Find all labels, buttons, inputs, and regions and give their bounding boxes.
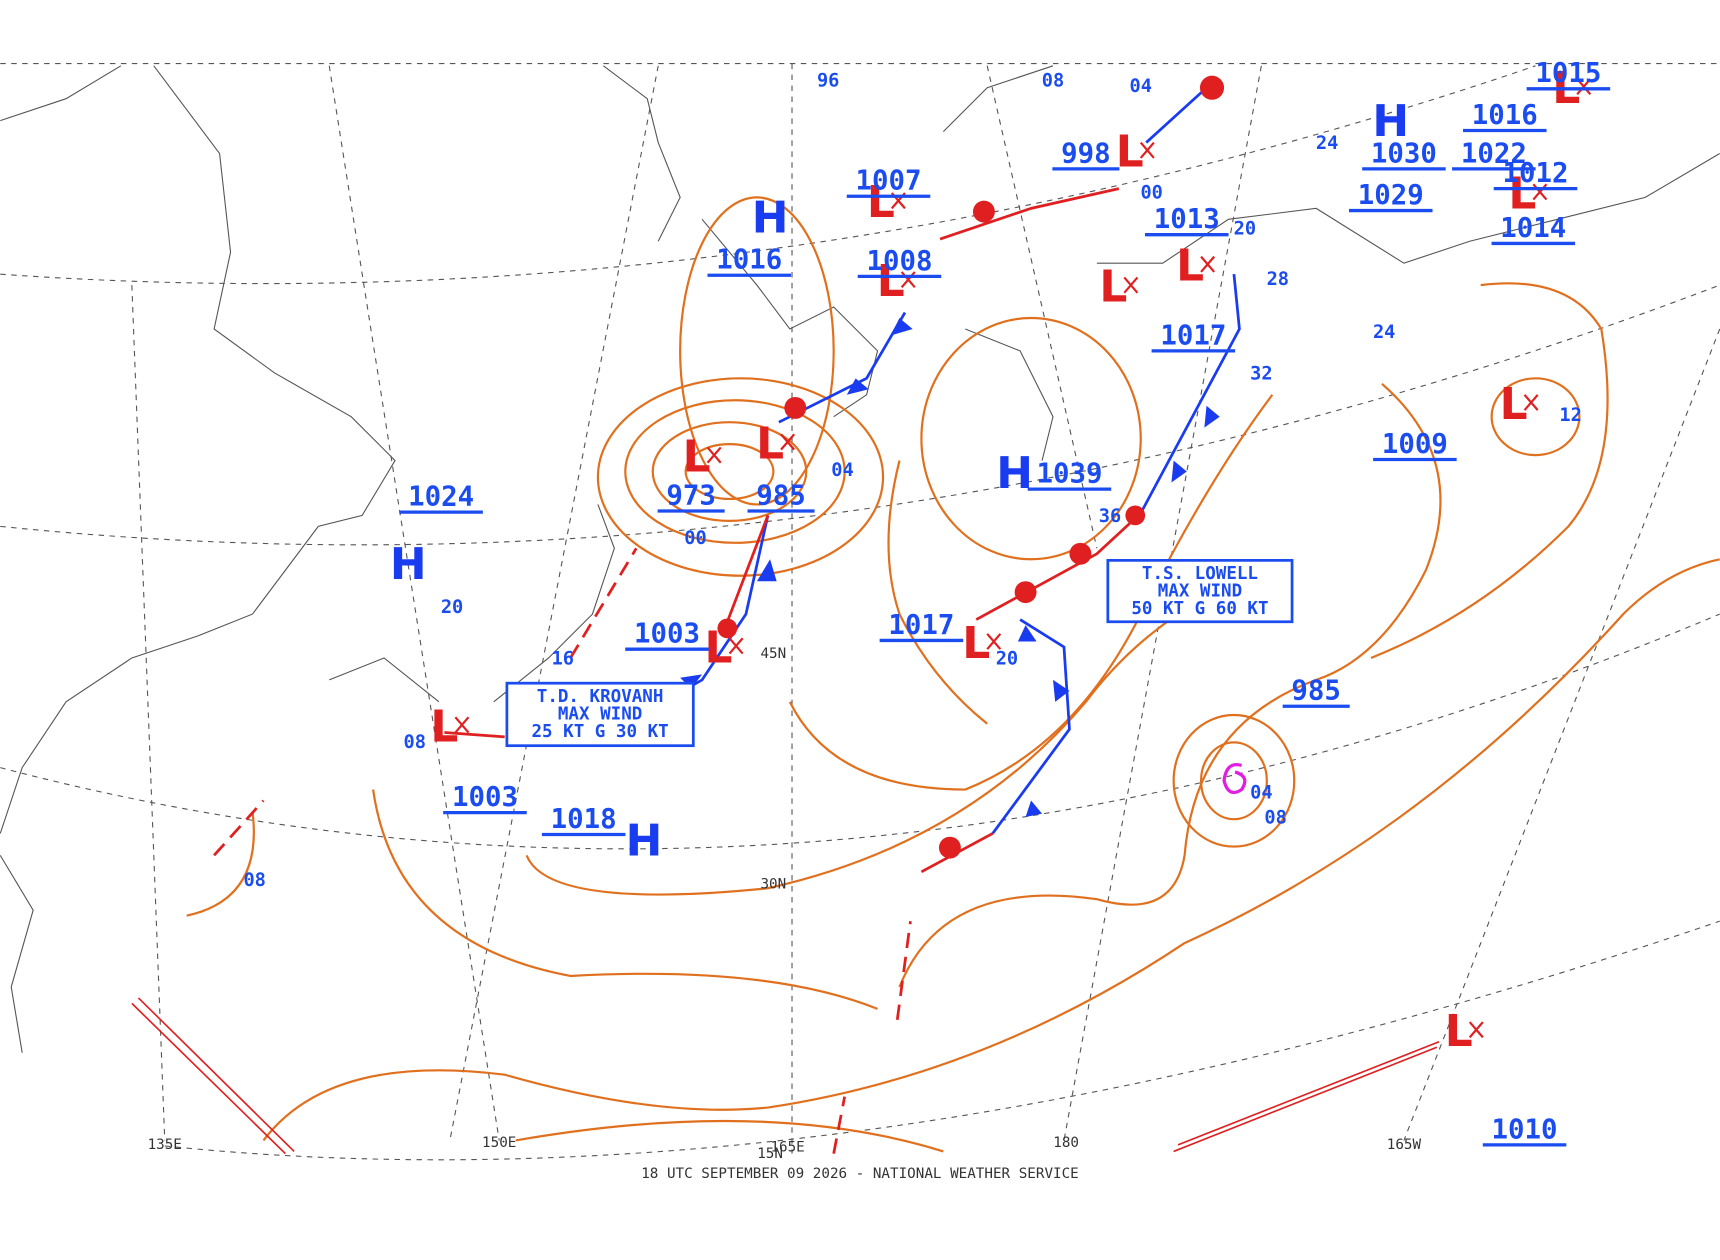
grid-label: 135E: [148, 1137, 182, 1153]
center-symbol: H: [996, 448, 1033, 499]
graticule: [0, 63, 1720, 1161]
center-cross: [1576, 78, 1592, 96]
center-symbol: H: [752, 192, 789, 243]
pressure-label: 1013: [1154, 204, 1220, 235]
pressure-label: 1024: [408, 482, 474, 513]
center-symbol: L: [1500, 379, 1528, 430]
center-symbol: H: [1372, 96, 1409, 147]
center-symbol: L: [756, 418, 784, 469]
isobar-label: 08: [1264, 808, 1286, 829]
center-symbol: L: [683, 432, 711, 483]
center-symbol: L: [705, 622, 733, 673]
isobar-label: 32: [1250, 363, 1272, 384]
isobar-label: 00: [1140, 182, 1162, 203]
center-cross: [780, 433, 796, 451]
center-symbol: H: [626, 815, 663, 866]
isobar-label: 20: [996, 649, 1018, 670]
tropical-symbol: [1222, 763, 1247, 795]
center-symbol: H: [390, 539, 427, 590]
pressure-label: 1008: [866, 246, 932, 277]
center-cross: [1532, 183, 1548, 201]
isobar-label: 00: [684, 528, 706, 549]
pressure-label: 1010: [1492, 1114, 1558, 1145]
center-symbol: L: [1508, 168, 1536, 219]
coastlines: [0, 65, 1720, 1053]
storm-text: T.S. LOWELL: [1142, 564, 1258, 584]
center-cross: [900, 271, 916, 289]
isobar-label: 04: [1130, 76, 1152, 97]
storm-text: 50 KT G 60 KT: [1131, 599, 1268, 619]
center-cross: [1523, 394, 1539, 411]
pressure-label: 973: [666, 480, 716, 511]
isobar-label: 08: [404, 732, 426, 753]
pressure-label: 1016: [1472, 100, 1538, 131]
storm-box: [1106, 558, 1294, 624]
center-symbol: L: [1116, 127, 1144, 178]
center-cross: [1468, 1021, 1484, 1039]
storm-text: MAX WIND: [1158, 582, 1242, 602]
isobar-label: 96: [817, 71, 839, 92]
isobar-label: 04: [1250, 782, 1272, 803]
isobars: [186, 196, 1720, 1153]
pressure-label: 1003: [452, 782, 518, 813]
isobar-label: 20: [441, 597, 463, 618]
center-symbol: L: [867, 177, 895, 228]
pressure-label: 1029: [1358, 180, 1424, 211]
center-cross: [454, 716, 470, 734]
grid-label: 180: [1053, 1135, 1079, 1151]
isobar-label: 08: [243, 870, 265, 891]
center-symbol: L: [1099, 262, 1127, 313]
isobar-label: 12: [1559, 405, 1581, 426]
storm-text: T.D. KROVANH: [537, 687, 664, 707]
pressure-label: 985: [1291, 676, 1341, 707]
isobar-label: 24: [1316, 133, 1338, 154]
grid-label: 15N: [757, 1146, 783, 1162]
footer: 18 UTC SEPTEMBER 09 2026 - NATIONAL WEAT…: [641, 1166, 1079, 1182]
pressure-label: 1039: [1036, 459, 1102, 490]
center-cross: [1123, 276, 1139, 294]
center-cross: [706, 446, 722, 464]
isobar-label: 28: [1267, 269, 1289, 290]
pressure-label: 1017: [1160, 320, 1226, 351]
center-cross: [1200, 255, 1216, 273]
pressure-label: 1007: [856, 166, 922, 197]
center-symbol: L: [877, 256, 905, 307]
pressure-label: 1012: [1503, 158, 1569, 189]
pressure-label: 1003: [634, 619, 700, 650]
center-symbol: L: [430, 701, 458, 752]
isobar-label: 04: [831, 460, 853, 481]
pressure-label: 1015: [1535, 58, 1601, 89]
pressure-label: 1009: [1382, 429, 1448, 460]
pressure-label: 998: [1061, 138, 1111, 169]
center-symbol: L: [1445, 1006, 1473, 1057]
grid-label: 165E: [770, 1139, 804, 1155]
pressure-label: 1022: [1461, 138, 1527, 169]
center-cross: [1139, 141, 1155, 159]
isobar-label: 16: [552, 649, 574, 670]
pressure-label: 1030: [1371, 138, 1437, 169]
grid-label: 165W: [1387, 1137, 1422, 1153]
grid-label: 45N: [760, 646, 786, 662]
grid-label: 150E: [482, 1135, 516, 1151]
storm-box: [505, 681, 695, 748]
pressure-label: 1018: [551, 804, 617, 835]
center-cross: [986, 633, 1002, 650]
grid-label: 30N: [760, 876, 786, 892]
storm-text: 25 KT G 30 KT: [531, 722, 668, 742]
storm-text: MAX WIND: [558, 704, 642, 724]
pressure-label: 985: [756, 480, 806, 511]
isobar-label: 36: [1099, 506, 1121, 527]
pressure-label: 1016: [716, 245, 782, 276]
isobar-label: 20: [1234, 219, 1256, 240]
center-symbol: L: [962, 618, 990, 669]
pressure-label: 1014: [1500, 213, 1566, 244]
isobar-label: 08: [1042, 71, 1064, 92]
center-symbol: L: [1176, 241, 1204, 292]
center-cross: [728, 637, 744, 655]
isobar-label: 24: [1373, 322, 1395, 343]
pressure-label: 1017: [888, 610, 954, 641]
